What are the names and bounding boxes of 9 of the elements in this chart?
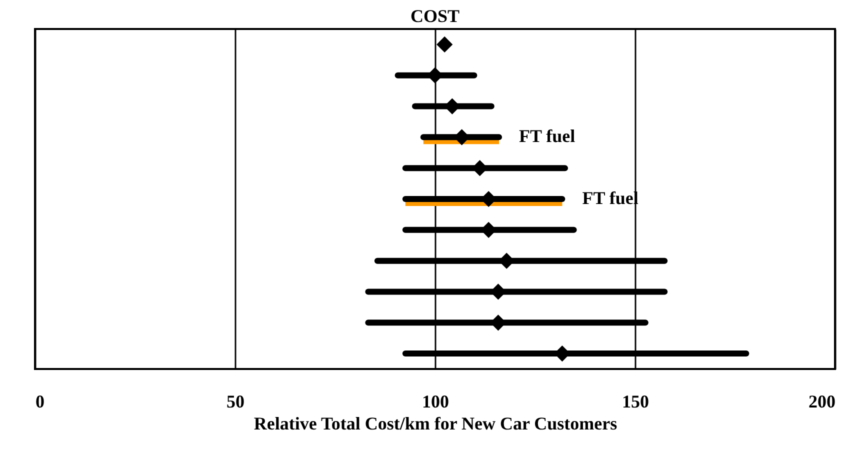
x-tick-label: 200	[808, 392, 836, 412]
text: COST	[410, 6, 460, 26]
x-axis-title: Relative Total Cost/km for New Car Customers	[254, 414, 618, 434]
x-tick-label: 150	[622, 392, 649, 412]
x-tick-label: 50	[226, 392, 244, 412]
annotation: FT fuel	[519, 126, 576, 146]
x-tick-label: 100	[422, 392, 449, 412]
point	[436, 36, 453, 53]
x-tick-label: 0	[36, 392, 44, 412]
